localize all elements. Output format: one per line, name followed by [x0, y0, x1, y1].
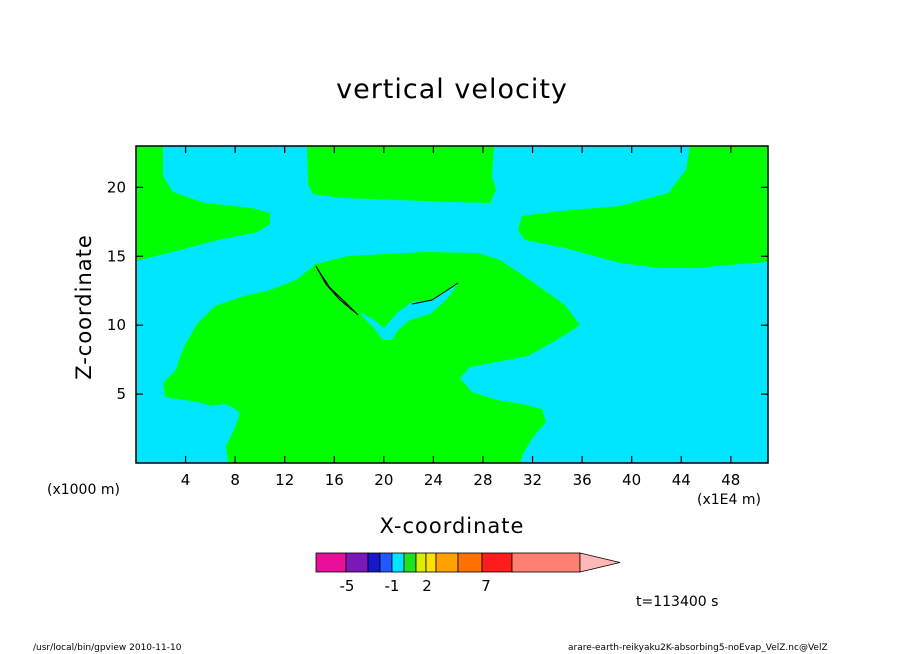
colorbar-segment — [315, 552, 347, 573]
x-tick-label: 16 — [325, 471, 344, 489]
plot-frame — [135, 145, 769, 464]
colorbar-segment — [403, 552, 417, 573]
x-tick-label: 12 — [275, 471, 294, 489]
x-tick-label: 44 — [672, 471, 691, 489]
y-tick-label: 15 — [107, 247, 126, 265]
colorbar-segment — [511, 552, 581, 573]
colorbar-segment — [391, 552, 405, 573]
y-tick-label: 10 — [107, 316, 126, 334]
contour-scar-3 — [411, 282, 459, 305]
colorbar: -5 -1 2 7 — [315, 552, 621, 595]
contour-scar-2 — [317, 269, 359, 316]
x-tick-label: 28 — [473, 471, 492, 489]
y-tick-label: 20 — [107, 178, 126, 196]
footer-file: arare-earth-reikyaku2K-absorbing5-noEvap… — [568, 643, 828, 653]
x-axis-label: X-coordinate — [379, 514, 525, 538]
plot-area — [136, 146, 768, 463]
positive-region-main — [163, 252, 580, 463]
colorbar-segment — [415, 552, 427, 573]
x-unit-label: (x1E4 m) — [697, 492, 761, 508]
colorbar-segment — [345, 552, 369, 573]
x-tick-label: 40 — [622, 471, 641, 489]
colorbar-segment — [425, 552, 437, 573]
colorbar-segment — [435, 552, 459, 573]
colorbar-segment — [367, 552, 381, 573]
x-tick-label: 36 — [573, 471, 592, 489]
y-tick-label: 5 — [116, 385, 126, 403]
footer-program: /usr/local/bin/gpview 2010-11-10 — [33, 643, 182, 653]
chart-title: vertical velocity — [336, 74, 568, 105]
x-tick-label: 4 — [181, 471, 191, 489]
x-tick-label: 48 — [721, 471, 740, 489]
x-tick-label: 32 — [523, 471, 542, 489]
x-tick-label: 20 — [374, 471, 393, 489]
x-tick-label: 8 — [230, 471, 240, 489]
colorbar-tick-label: -1 — [385, 577, 400, 595]
colorbar-tick-label: 2 — [422, 577, 432, 595]
positive-region-top-left — [136, 146, 270, 261]
colorbar-segment — [457, 552, 483, 573]
time-label: t=113400 s — [636, 594, 719, 610]
x-tick-label: 24 — [424, 471, 443, 489]
y-unit-label: (x1000 m) — [47, 482, 120, 498]
colorbar-segment — [379, 552, 393, 573]
positive-region-top-center — [307, 146, 496, 203]
colorbar-extension — [579, 552, 621, 573]
colorbar-tick-label: -5 — [340, 577, 355, 595]
negative-region-notch — [360, 284, 458, 340]
colorbar-tick-label: 7 — [481, 577, 491, 595]
colorbar-segment — [481, 552, 513, 573]
positive-region-top-right — [518, 146, 768, 268]
